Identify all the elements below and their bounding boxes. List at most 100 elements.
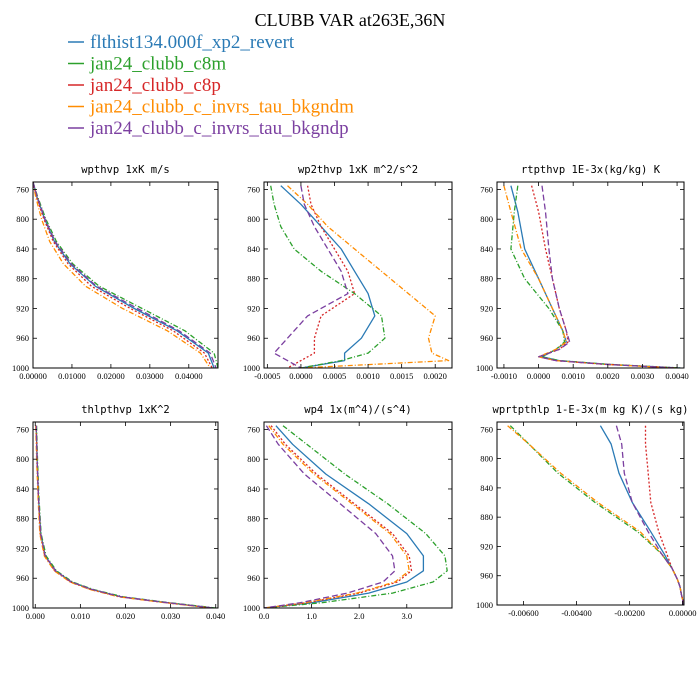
series-line-1 [280, 185, 376, 368]
plot-frame [263, 421, 453, 609]
y-tick-label: 1000 [12, 603, 29, 613]
plot-frame [32, 181, 219, 369]
x-tick-label: 0.00000 [19, 371, 47, 381]
x-tick-label: 0.0020 [424, 371, 447, 381]
x-tick-label: 0.04000 [175, 371, 203, 381]
panel-5: wp4 1x(m^4)/(s^4) 760 800 840 880 920 960 10000… [243, 404, 453, 621]
y-tick-label: 920 [247, 543, 260, 553]
plot-frame [496, 421, 685, 606]
y-tick-label: 960 [480, 571, 493, 581]
x-tick-label: 0.020 [116, 611, 135, 621]
y-tick-label: 960 [247, 573, 260, 583]
x-tick-label: -0.00200 [614, 608, 644, 618]
series-line-4 [264, 425, 410, 608]
y-tick-label: 880 [16, 514, 29, 524]
plot-frame [263, 181, 453, 369]
panel-title: wprtpthlp 1-E-3x(m kg K)/(s kg) [493, 404, 689, 416]
y-tick-label: 760 [16, 184, 29, 194]
panel-title: wp2thvp 1xK m^2/s^2 [298, 164, 418, 176]
x-tick-label: 0.0000 [527, 371, 550, 381]
x-tick-label: 0.0 [259, 611, 270, 621]
series-line-2 [510, 185, 681, 368]
y-tick-label: 760 [247, 184, 260, 194]
series-line-4 [35, 425, 212, 608]
panel-title: thlpthvp 1xK^2 [81, 404, 170, 416]
x-tick-label: 0.040 [206, 611, 225, 621]
legend-entry: jan24_clubb_c8p [89, 75, 221, 96]
y-tick-label: 920 [480, 303, 493, 313]
legend: flthist134.000f_xp2_revertjan24_clubb_c8… [68, 32, 354, 139]
y-tick-label: 800 [16, 454, 29, 464]
y-tick-label: 880 [247, 274, 260, 284]
series-line-5 [33, 182, 217, 368]
y-tick-label: 800 [480, 214, 493, 224]
y-tick-label: 840 [16, 484, 29, 494]
panel-2: wp2thvp 1xK m^2/s^2 760 800 840 880 920 960 100… [243, 164, 453, 381]
y-tick-label: 800 [247, 214, 260, 224]
y-tick-label: 920 [16, 303, 29, 313]
y-tick-label: 1000 [476, 363, 493, 373]
legend-entry: jan24_clubb_c_invrs_tau_bkgndp [89, 118, 349, 139]
series-line-3 [264, 425, 413, 608]
series-line-1 [510, 185, 681, 368]
x-tick-label: 0.000 [26, 611, 45, 621]
series-line-4 [507, 425, 684, 605]
panel-title: wp4 1x(m^4)/(s^4) [304, 404, 411, 416]
panel-title: wpthvp 1xK m/s [81, 164, 170, 176]
y-tick-label: 760 [16, 424, 29, 434]
y-tick-label: 880 [480, 274, 493, 284]
legend-entry: flthist134.000f_xp2_revert [90, 32, 295, 53]
panel-title: rtpthvp 1E-3x(kg/kg) K [521, 164, 661, 176]
y-tick-label: 1000 [243, 603, 260, 613]
y-tick-label: 840 [480, 483, 493, 493]
legend-entry: jan24_clubb_c8m [89, 54, 226, 75]
series-line-2 [270, 185, 386, 368]
series-line-5 [264, 425, 396, 608]
panel-4: thlpthvp 1xK^2 760 800 840 880 920 960 10000.00… [12, 404, 225, 621]
series-line-3 [530, 185, 678, 368]
series-line-5 [35, 425, 214, 608]
y-tick-label: 1000 [12, 363, 29, 373]
x-tick-label: 0.02000 [97, 371, 125, 381]
series-line-2 [509, 425, 684, 605]
y-tick-label: 840 [480, 244, 493, 254]
y-tick-label: 920 [16, 543, 29, 553]
x-tick-label: 1.0 [306, 611, 317, 621]
y-tick-label: 1000 [243, 363, 260, 373]
x-tick-label: -0.0005 [254, 371, 280, 381]
legend-entry: jan24_clubb_c_invrs_tau_bkgndm [89, 97, 354, 118]
x-tick-label: 0.00000 [669, 608, 697, 618]
panel-6: wprtpthlp 1-E-3x(m kg K)/(s kg)760 800 840… [476, 404, 696, 618]
y-tick-label: 880 [16, 274, 29, 284]
x-tick-label: 0.0015 [390, 371, 413, 381]
x-tick-label: 0.0005 [323, 371, 346, 381]
series-line-4 [287, 185, 450, 368]
y-tick-label: 760 [480, 184, 493, 194]
y-tick-label: 840 [16, 244, 29, 254]
series-line-1 [33, 182, 215, 368]
series-line-1 [264, 425, 425, 608]
series-line-1 [599, 425, 684, 605]
y-tick-label: 800 [247, 454, 260, 464]
series-line-3 [33, 182, 213, 368]
x-tick-label: 0.0010 [356, 371, 379, 381]
x-tick-label: 2.0 [354, 611, 365, 621]
series-line-4 [33, 182, 211, 368]
figure-title: CLUBB VAR at263E,36N [255, 10, 446, 30]
series-line-4 [503, 185, 678, 368]
y-tick-label: 880 [480, 512, 493, 522]
series-line-2 [35, 425, 216, 608]
y-tick-label: 960 [16, 573, 29, 583]
x-tick-label: 3.0 [401, 611, 412, 621]
x-tick-label: 0.0020 [596, 371, 619, 381]
panels: wpthvp 1xK m/s76080084088092096010000.00… [12, 164, 696, 621]
y-tick-label: 1000 [476, 600, 493, 610]
y-tick-label: 760 [480, 424, 493, 434]
x-tick-label: -0.00400 [561, 608, 591, 618]
series-line-3 [287, 185, 356, 368]
x-tick-label: -0.0010 [491, 371, 517, 381]
x-tick-label: 0.010 [71, 611, 90, 621]
y-tick-label: 760 [247, 424, 260, 434]
y-tick-label: 960 [247, 333, 260, 343]
